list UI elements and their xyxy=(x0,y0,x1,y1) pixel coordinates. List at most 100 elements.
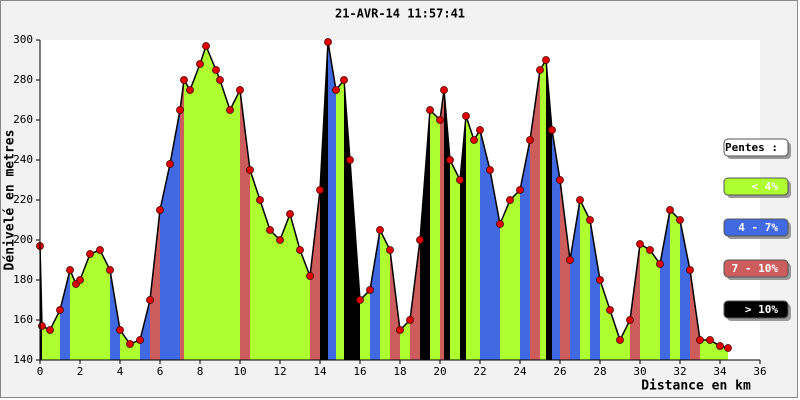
profile-point xyxy=(616,336,624,344)
y-tick-label: 220 xyxy=(13,193,33,206)
slope-segment xyxy=(490,170,500,360)
slope-segment xyxy=(560,180,570,360)
slope-segment xyxy=(150,210,160,360)
profile-point xyxy=(276,236,284,244)
slope-segment xyxy=(474,130,480,360)
profile-point xyxy=(76,276,84,284)
profile-point xyxy=(356,296,364,304)
x-tick-label: 34 xyxy=(713,365,727,378)
x-tick-label: 2 xyxy=(77,365,84,378)
slope-segment xyxy=(552,130,560,360)
legend-label: Pentes : xyxy=(725,141,778,154)
slope-segment xyxy=(120,330,130,360)
profile-point xyxy=(146,296,154,304)
profile-point xyxy=(486,166,494,174)
slope-segment xyxy=(580,200,590,360)
slope-segment xyxy=(220,80,230,360)
profile-point xyxy=(470,136,478,144)
profile-point xyxy=(542,56,550,64)
profile-point xyxy=(716,342,724,350)
x-tick-label: 8 xyxy=(197,365,204,378)
slope-segment xyxy=(280,214,290,360)
y-tick-label: 160 xyxy=(13,313,33,326)
x-tick-label: 4 xyxy=(117,365,124,378)
profile-point xyxy=(406,316,414,324)
profile-point xyxy=(256,196,264,204)
profile-point xyxy=(426,106,434,114)
profile-point xyxy=(212,66,220,74)
profile-point xyxy=(576,196,584,204)
slope-segment xyxy=(200,46,206,360)
profile-point xyxy=(596,276,604,284)
legend-label: < 4% xyxy=(752,180,779,193)
profile-point xyxy=(626,316,634,324)
slope-segment xyxy=(410,240,420,360)
slope-segment xyxy=(260,200,270,360)
profile-point xyxy=(236,86,244,94)
slope-segment xyxy=(620,320,630,360)
slope-segment xyxy=(466,116,474,360)
profile-point xyxy=(266,226,274,234)
profile-point xyxy=(566,256,574,264)
slope-segment xyxy=(184,80,190,360)
slope-segment xyxy=(240,90,250,360)
profile-point xyxy=(496,220,504,228)
slope-segment xyxy=(42,326,50,360)
x-tick-label: 16 xyxy=(353,365,366,378)
profile-point xyxy=(340,76,348,84)
profile-point xyxy=(106,266,114,274)
profile-point xyxy=(332,86,340,94)
slope-segment xyxy=(520,140,530,360)
x-tick-label: 6 xyxy=(157,365,164,378)
profile-point xyxy=(56,306,64,314)
slope-segment xyxy=(420,110,430,360)
slope-segment xyxy=(360,290,370,360)
profile-point xyxy=(376,226,384,234)
profile-point xyxy=(386,246,394,254)
profile-line xyxy=(39,41,729,349)
profile-point xyxy=(656,260,664,268)
y-tick-label: 240 xyxy=(13,153,33,166)
slope-segment xyxy=(180,80,184,360)
slope-segment xyxy=(310,190,320,360)
profile-point xyxy=(46,326,54,334)
y-tick-label: 180 xyxy=(13,273,33,286)
y-tick-label: 260 xyxy=(13,113,33,126)
profile-point xyxy=(296,246,304,254)
profile-point xyxy=(516,186,524,194)
x-tick-label: 0 xyxy=(37,365,44,378)
slope-segment xyxy=(110,270,120,360)
profile-point xyxy=(646,246,654,254)
slope-segment xyxy=(590,220,600,360)
profile-point xyxy=(686,266,694,274)
profile-point xyxy=(696,336,704,344)
profile-point xyxy=(226,106,234,114)
slope-segment xyxy=(320,42,328,360)
profile-point xyxy=(724,344,732,352)
profile-point xyxy=(366,286,374,294)
y-tick-label: 300 xyxy=(13,33,33,46)
slope-segment xyxy=(250,170,260,360)
x-tick-label: 10 xyxy=(233,365,246,378)
y-tick-label: 200 xyxy=(13,233,33,246)
legend-box xyxy=(723,300,789,319)
profile-point xyxy=(416,236,424,244)
slope-segment xyxy=(680,220,690,360)
profile-point xyxy=(324,38,332,46)
profile-point xyxy=(216,76,224,84)
profile-point xyxy=(116,326,124,334)
profile-point xyxy=(306,272,314,280)
profile-point xyxy=(436,116,444,124)
profile-point xyxy=(180,76,188,84)
x-tick-label: 14 xyxy=(313,365,327,378)
slope-segment xyxy=(670,210,680,360)
slope-segment xyxy=(140,300,150,360)
slope-segment xyxy=(700,340,710,360)
slope-segment xyxy=(510,190,520,360)
profile-point xyxy=(202,42,210,50)
chart-title: 21-AVR-14 11:57:41 xyxy=(335,7,465,21)
profile-point xyxy=(706,336,714,344)
profile-point xyxy=(476,126,484,134)
legend-box xyxy=(723,177,789,196)
x-tick-label: 26 xyxy=(553,365,566,378)
